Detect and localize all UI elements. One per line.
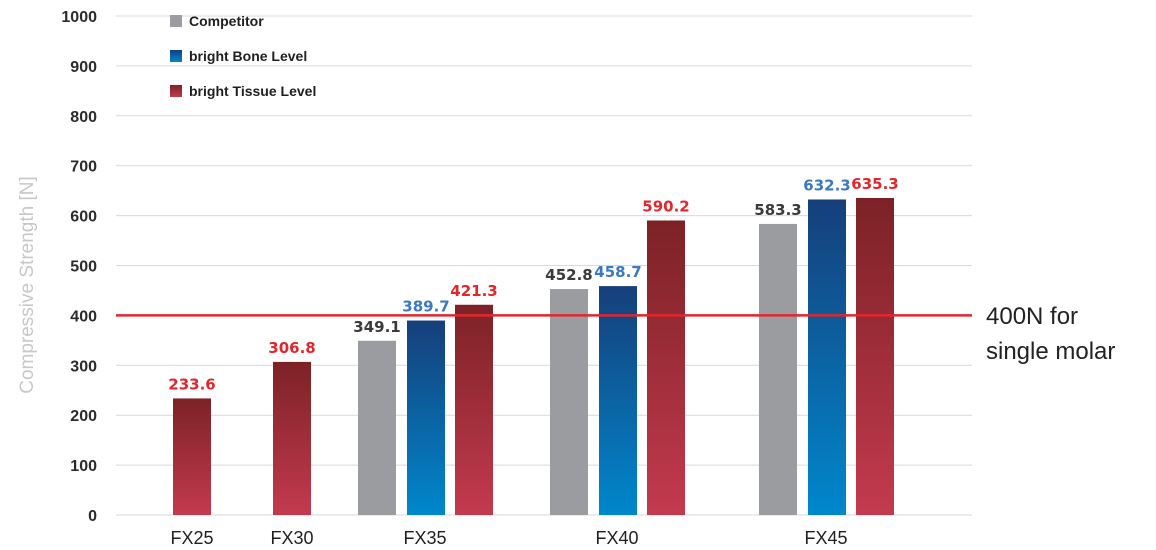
data-label: 421.3: [450, 282, 497, 300]
y-tick-label: 800: [70, 109, 97, 126]
y-tick-label: 300: [70, 358, 97, 375]
data-label: 306.8: [268, 339, 315, 357]
data-label: 583.3: [754, 201, 801, 219]
x-tick-label: FX35: [403, 528, 446, 548]
reference-line-group: 400N for single molar: [116, 303, 1115, 365]
y-tick-label: 0: [88, 508, 97, 525]
bar-fx40-competitor: [550, 289, 588, 515]
y-tick-label: 700: [70, 159, 97, 176]
legend-swatch: [170, 50, 182, 62]
bar-fx30-bright-tissue-level: [273, 361, 311, 515]
data-label: 233.6: [168, 375, 215, 393]
data-label: 632.3: [803, 176, 850, 194]
legend-label: Competitor: [189, 13, 264, 29]
y-tick-label: 1000: [61, 9, 97, 26]
y-tick-label: 200: [70, 408, 97, 425]
bars: [173, 197, 894, 516]
legend-label: bright Tissue Level: [189, 83, 316, 99]
x-tick-label: FX25: [170, 528, 213, 548]
bar-fx35-competitor: [358, 340, 396, 515]
bar-fx40-bright-bone-level: [599, 286, 637, 515]
y-tick-label: 100: [70, 458, 97, 475]
legend-swatch: [170, 85, 182, 97]
data-label: 458.7: [594, 263, 641, 281]
axes: 0 100 200 300 400 500 600 700 800 900 1000 Compress…: [17, 9, 848, 548]
x-tick-label: FX40: [595, 528, 638, 548]
bar-fx40-bright-tissue-level: [647, 220, 685, 515]
bar-fx35-bright-tissue-level: [455, 304, 493, 515]
data-label: 389.7: [402, 298, 449, 316]
legend-label: bright Bone Level: [189, 48, 307, 64]
y-tick-label: 900: [70, 59, 97, 76]
data-label: 452.8: [545, 266, 592, 284]
y-tick-label: 600: [70, 209, 97, 226]
bar-fx25-bright-tissue-level: [173, 398, 211, 515]
y-tick-label: 500: [70, 259, 97, 276]
bar-fx45-bright-bone-level: [808, 199, 846, 515]
legend-swatch: [170, 15, 182, 27]
x-tick-label: FX45: [804, 528, 847, 548]
bar-fx35-bright-bone-level: [407, 320, 445, 515]
reference-line-label: single molar: [986, 338, 1115, 365]
bar-fx45-competitor: [759, 223, 797, 516]
y-axis-title: Compressive Strength [N]: [17, 176, 38, 394]
x-tick-label: FX30: [270, 528, 313, 548]
data-label: 635.3: [851, 175, 898, 193]
legend: Competitor bright Bone Level bright Tissue…: [170, 13, 316, 99]
reference-line-label: 400N for: [986, 303, 1078, 330]
y-tick-label: 400: [70, 308, 97, 325]
bar-fx45-bright-tissue-level: [856, 197, 894, 516]
data-label: 349.1: [353, 318, 400, 336]
data-label: 590.2: [642, 197, 689, 215]
